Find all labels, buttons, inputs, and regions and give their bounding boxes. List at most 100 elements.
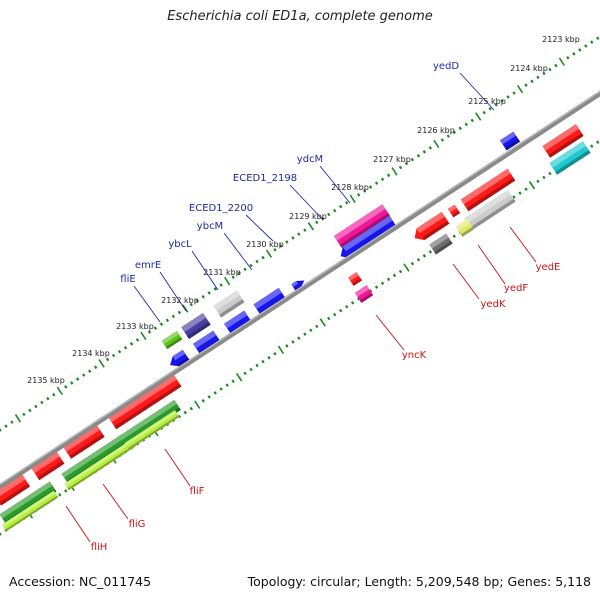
kbp-label: 2134 kbp [72, 349, 110, 358]
minor-tick [524, 187, 528, 192]
gene-shadow [555, 150, 591, 175]
accession-text: Accession: NC_011745 [9, 574, 152, 589]
minor-tick [231, 275, 235, 279]
gene-shadow [505, 139, 520, 151]
gene-shadow [37, 460, 65, 481]
minor-tick [333, 312, 337, 317]
minor-tick [542, 175, 546, 180]
minor-tick [64, 385, 68, 389]
minor-tick [327, 316, 331, 321]
minor-tick [374, 181, 379, 185]
gene-label-ydcm: ydcM [297, 154, 323, 165]
gene-label-flif: fliF [190, 486, 205, 497]
gene-feature [455, 219, 475, 237]
gene-label-yedd: yedD [433, 61, 459, 72]
major-tick [235, 373, 243, 382]
minor-tick [416, 153, 421, 158]
gene-body [500, 131, 520, 151]
leader-line [459, 72, 495, 111]
minor-tick [285, 240, 289, 244]
kbp-scale: 2123 kbp 2124 kbp 2125 kbp 2126 kbp 2127 kbp… [27, 35, 580, 385]
gene-shadow [165, 337, 183, 350]
gene-shadow [177, 357, 190, 367]
minor-tick [530, 79, 534, 84]
gene-feature [161, 330, 183, 350]
leader-line [164, 448, 191, 487]
gene-shadow [67, 444, 136, 491]
minor-tick [177, 414, 182, 419]
minor-tick [70, 381, 74, 385]
gene-body [124, 410, 180, 450]
gene-body [333, 204, 391, 248]
minor-tick [422, 149, 427, 154]
minor-tick [81, 373, 86, 377]
minor-tick [237, 271, 241, 276]
gene-highlight [119, 399, 177, 441]
gene-shadow [219, 299, 245, 318]
gene-highlight [447, 204, 457, 213]
gene-feature [460, 168, 516, 212]
gene-feature [549, 141, 591, 175]
gene-highlight [291, 281, 299, 287]
minor-tick [153, 326, 158, 330]
minor-tick [386, 277, 391, 282]
major-tick [433, 139, 440, 149]
minor-tick [303, 228, 307, 232]
gene-feature [181, 313, 211, 339]
minor-tick [147, 330, 152, 334]
major-tick [319, 318, 326, 327]
leader-line [223, 232, 253, 271]
leader-line [375, 314, 405, 351]
kbp-label: 2125 kbp [468, 97, 506, 106]
minor-tick [243, 371, 247, 376]
gene-highlight [549, 141, 586, 168]
minor-tick [404, 161, 409, 166]
gene-label-eced1_2200: ECED1_2200 [189, 203, 253, 214]
gene-highlight [31, 451, 60, 473]
minor-tick [93, 365, 98, 370]
minor-tick [189, 302, 193, 307]
gene-highlight [354, 285, 370, 297]
gene-feature [414, 211, 450, 241]
minor-tick [578, 48, 582, 52]
major-tick [307, 222, 314, 231]
minor-tick [536, 75, 540, 80]
minor-tick [285, 344, 289, 348]
leader-line [191, 250, 219, 291]
kbp-label: 2123 kbp [542, 35, 580, 44]
leader-line [319, 165, 351, 204]
gene-highlight [253, 287, 282, 309]
minor-tick [4, 424, 8, 428]
minor-tick [356, 297, 361, 301]
minor-tick [464, 122, 468, 127]
minor-tick [380, 281, 385, 286]
major-tick [140, 331, 147, 341]
minor-tick [0, 532, 2, 536]
minor-tick [75, 377, 80, 381]
minor-tick [590, 144, 594, 148]
gene-highlight [61, 434, 125, 478]
minor-tick [506, 95, 510, 99]
major-tick [391, 167, 398, 176]
minor-tick [309, 328, 313, 333]
kbp-label: 2130 kbp [246, 240, 284, 249]
minor-tick [512, 195, 516, 199]
gene-body [61, 434, 129, 484]
minor-tick [34, 404, 38, 409]
minor-tick [536, 179, 540, 184]
gene-label-yede: yedE [536, 262, 561, 273]
gene-feature [1, 490, 59, 532]
gene-feature [31, 451, 65, 481]
minor-tick [123, 345, 128, 350]
gene-feature [213, 290, 245, 318]
minor-tick [321, 216, 325, 221]
major-tick [516, 84, 524, 94]
minor-tick [542, 71, 546, 76]
minor-tick [428, 250, 433, 254]
minor-tick [374, 285, 379, 289]
kbp-label: 2133 kbp [116, 322, 154, 331]
gene-shadow [470, 198, 516, 231]
gene-highlight [416, 211, 445, 233]
gene-label-eced1_2198: ECED1_2198 [233, 173, 297, 184]
minor-tick [446, 134, 451, 138]
